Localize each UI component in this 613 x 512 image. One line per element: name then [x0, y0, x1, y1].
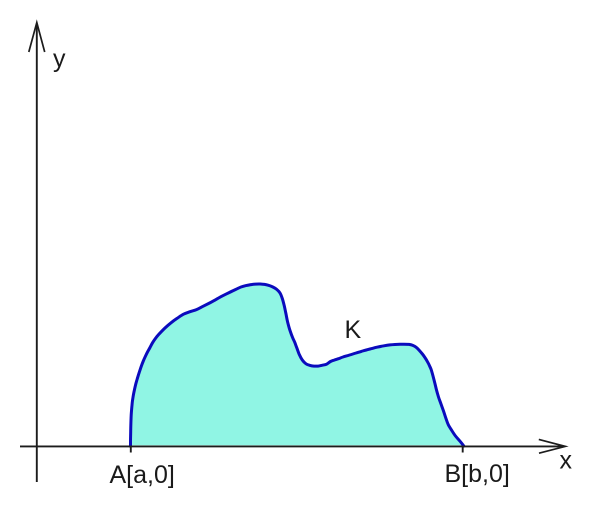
svg-text:K: K: [345, 316, 362, 344]
svg-text:A[a,0]: A[a,0]: [110, 461, 175, 489]
svg-text:x: x: [560, 447, 573, 475]
svg-text:B[b,0]: B[b,0]: [445, 460, 510, 488]
svg-text:y: y: [53, 45, 66, 73]
